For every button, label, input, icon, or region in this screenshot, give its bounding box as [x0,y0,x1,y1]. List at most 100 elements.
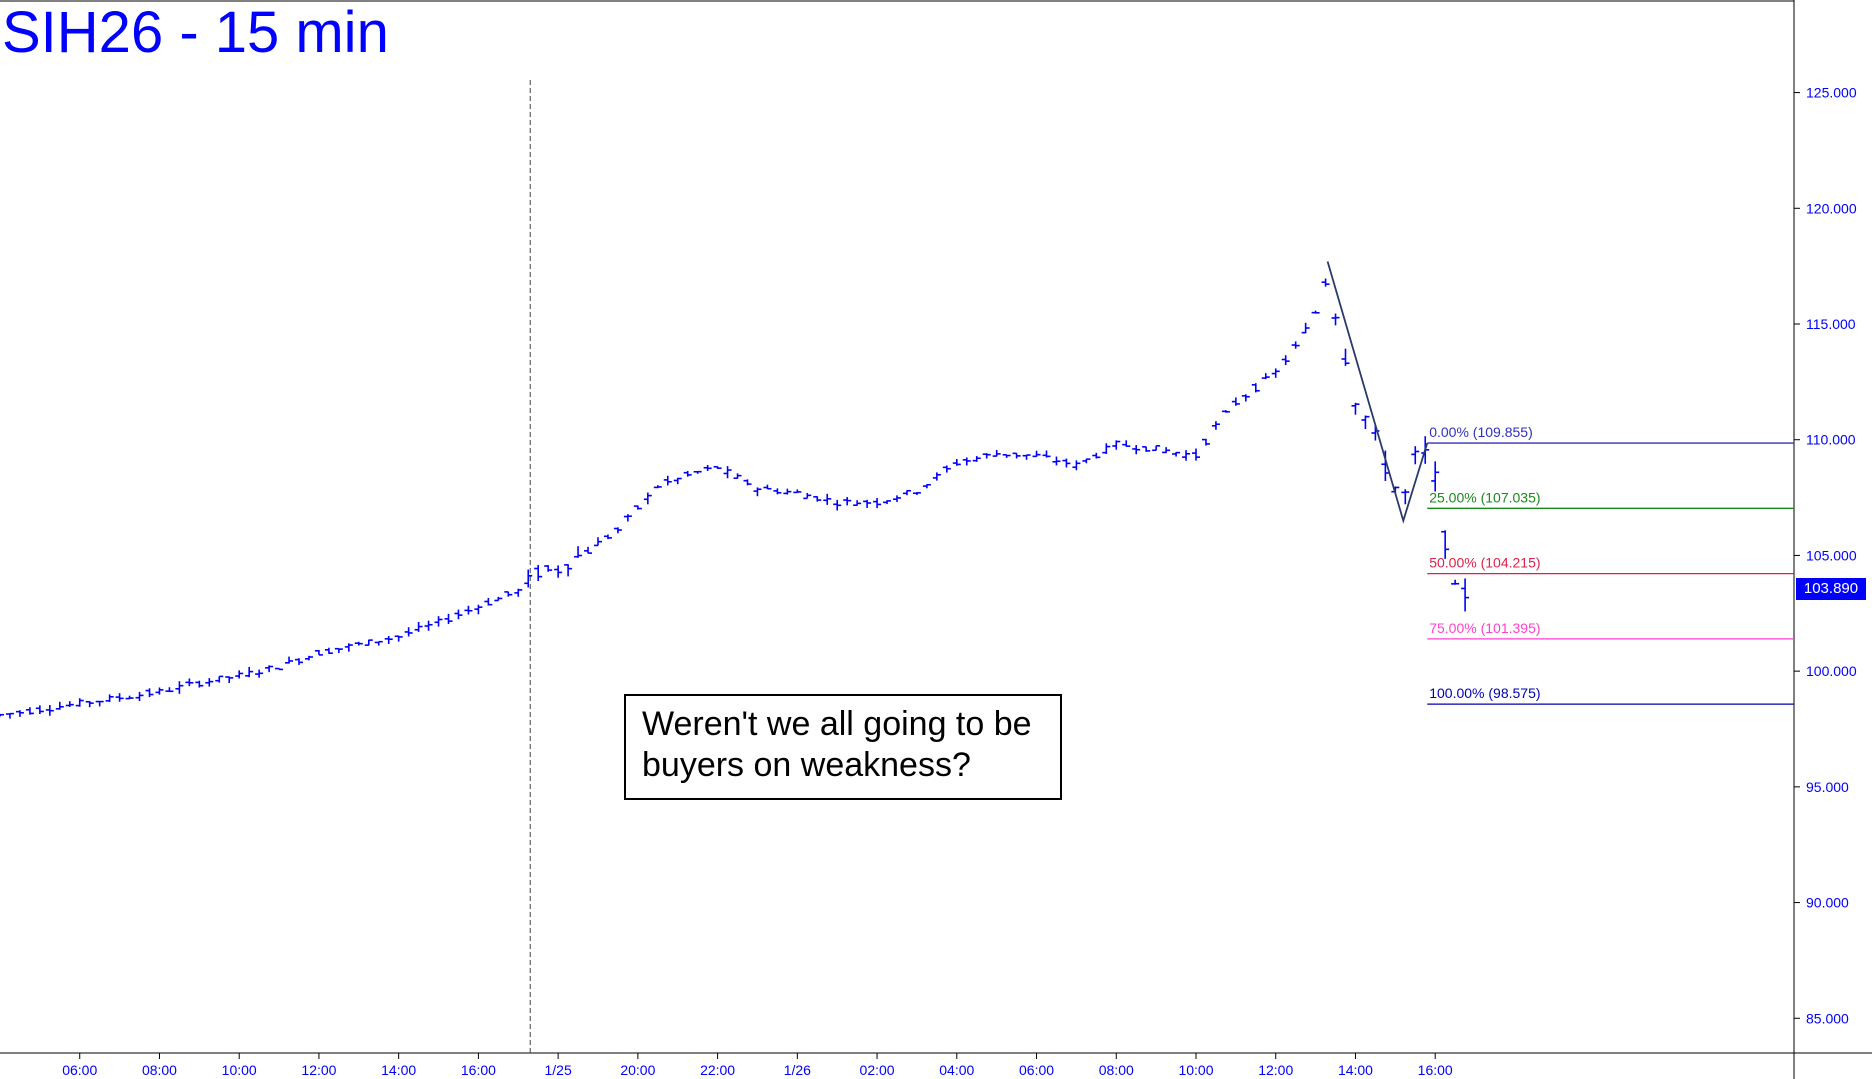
y-tick-label: 100.000 [1806,663,1857,679]
price-bar [1042,450,1051,458]
price-bar [1431,461,1440,492]
price-bar [1142,446,1151,452]
price-bar [1152,445,1161,452]
price-bar [773,488,782,495]
price-bar [424,620,433,631]
price-bar [942,465,951,473]
price-bar [1201,438,1210,446]
price-bar [105,694,114,703]
price-bar [15,710,24,717]
price-bar [574,546,583,558]
price-bar [1052,456,1061,466]
price-bar [524,569,533,588]
y-tick-label: 90.000 [1806,895,1849,911]
price-bar [1241,394,1250,402]
x-tick-label: 12:00 [1258,1062,1293,1078]
y-tick-label: 105.000 [1806,547,1857,563]
x-tick-label: 06:00 [1019,1062,1054,1078]
y-tick-label: 125.000 [1806,85,1857,101]
price-bar [55,701,64,710]
x-tick-label: 14:00 [1338,1062,1373,1078]
price-bar [863,499,872,508]
price-bar [1341,348,1350,366]
price-bar [1112,440,1121,450]
price-bar [544,565,553,572]
price-bar [484,597,493,606]
price-bar [673,477,682,485]
y-tick-label: 85.000 [1806,1010,1849,1026]
price-bar [623,514,632,522]
price-bar [1182,450,1191,461]
price-bar [25,707,34,715]
price-bar [972,456,981,462]
price-bar [115,693,124,702]
price-bar [1441,530,1450,559]
price-bar [1321,278,1330,287]
price-bar [723,466,732,479]
price-bar [225,676,234,684]
price-bar [1231,397,1240,406]
price-bar [374,640,383,646]
price-bar [1281,355,1290,366]
price-bar [235,670,244,679]
x-tick-label: 14:00 [381,1062,416,1078]
price-bar [584,546,593,554]
price-bar [1221,410,1230,413]
price-bar [633,505,642,510]
x-tick-label: 04:00 [939,1062,974,1078]
price-bar [1192,448,1200,461]
price-bar [1132,445,1141,455]
price-bar [912,492,921,495]
price-bar [1291,341,1300,349]
price-bar [733,473,742,480]
fib-level-label: 75.00% (101.395) [1429,620,1540,636]
x-tick-label: 02:00 [860,1062,895,1078]
price-bar [185,678,194,687]
fib-level-label: 25.00% (107.035) [1429,489,1540,505]
price-bar [653,485,662,489]
price-bar [693,470,702,474]
price-bar [823,493,832,505]
fib-level-label: 0.00% (109.855) [1429,424,1533,440]
price-bar [743,479,752,486]
price-bar [703,465,712,472]
price-bar [1022,454,1031,460]
price-bar [564,564,573,577]
x-tick-label: 16:00 [461,1062,496,1078]
price-bar [354,641,363,646]
price-bar [1261,373,1270,380]
price-bar [1092,452,1101,459]
price-bar [1012,452,1021,459]
price-bar [65,701,74,707]
price-bar [205,678,214,687]
price-bar [464,605,473,615]
price-bar [1072,460,1081,471]
price-bar [454,609,463,620]
y-axis: 85.000 90.000 95.000 100.000 105.000 110.000 1… [1794,85,1857,1026]
price-bar [992,449,1001,457]
price-bar [1102,443,1111,454]
price-bar [952,459,961,466]
price-bar [1401,489,1410,505]
price-bar [683,470,692,477]
price-bar [304,655,313,661]
price-bar [165,687,174,693]
price-bar [245,666,254,678]
x-tick-label: 1/25 [545,1062,572,1078]
y-tick-label: 110.000 [1806,432,1856,448]
fib-level-label: 50.00% (104.215) [1429,555,1540,571]
price-bar [444,613,453,625]
price-bar [255,669,264,678]
x-tick-label: 06:00 [62,1062,97,1078]
price-bar [95,700,104,707]
price-bar [394,635,403,642]
price-bar [1361,415,1370,430]
price-bar [1211,421,1220,430]
price-bar [663,475,672,486]
last-price-tag: 103.890 [1796,578,1866,600]
price-bar [1172,451,1181,457]
price-bar [494,596,503,602]
x-tick-label: 12:00 [301,1062,336,1078]
